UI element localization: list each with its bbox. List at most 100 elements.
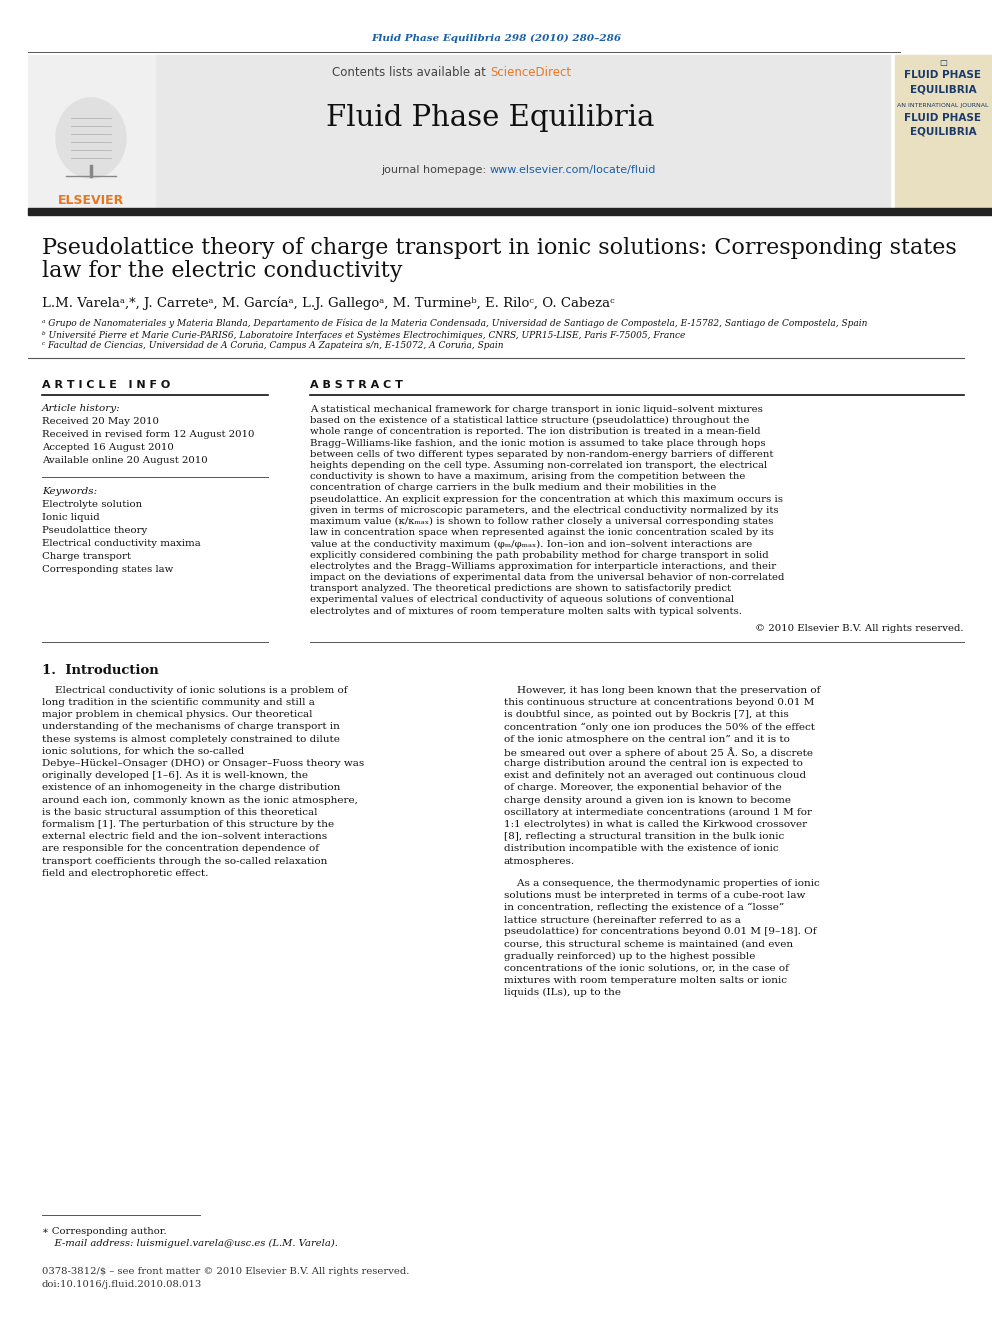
Text: is doubtful since, as pointed out by Bockris [7], at this: is doubtful since, as pointed out by Boc… <box>504 710 789 720</box>
Text: As a consequence, the thermodynamic properties of ionic: As a consequence, the thermodynamic prop… <box>504 878 819 888</box>
Text: Debye–Hückel–Onsager (DHO) or Onsager–Fuoss theory was: Debye–Hückel–Onsager (DHO) or Onsager–Fu… <box>42 759 364 769</box>
Text: Fluid Phase Equilibria 298 (2010) 280–286: Fluid Phase Equilibria 298 (2010) 280–28… <box>371 33 621 42</box>
Text: course, this structural scheme is maintained (and even: course, this structural scheme is mainta… <box>504 939 794 949</box>
Text: A statistical mechanical framework for charge transport in ionic liquid–solvent : A statistical mechanical framework for c… <box>310 405 763 414</box>
Text: are responsible for the concentration dependence of: are responsible for the concentration de… <box>42 844 319 853</box>
Text: between cells of two different types separated by non-random-energy barriers of : between cells of two different types sep… <box>310 450 774 459</box>
Text: © 2010 Elsevier B.V. All rights reserved.: © 2010 Elsevier B.V. All rights reserved… <box>755 624 964 632</box>
Text: www.elsevier.com/locate/fluid: www.elsevier.com/locate/fluid <box>490 165 657 175</box>
Text: Ionic liquid: Ionic liquid <box>42 513 99 523</box>
Text: explicitly considered combining the path probability method for charge transport: explicitly considered combining the path… <box>310 550 769 560</box>
Bar <box>28 208 992 216</box>
Text: formalism [1]. The perturbation of this structure by the: formalism [1]. The perturbation of this … <box>42 820 334 830</box>
Text: conductivity is shown to have a maximum, arising from the competition between th: conductivity is shown to have a maximum,… <box>310 472 745 482</box>
Text: Available online 20 August 2010: Available online 20 August 2010 <box>42 456 207 464</box>
Text: Bragg–Williams-like fashion, and the ionic motion is assumed to take place throu: Bragg–Williams-like fashion, and the ion… <box>310 439 766 447</box>
Text: field and electrophoretic effect.: field and electrophoretic effect. <box>42 869 208 877</box>
Text: Charge transport: Charge transport <box>42 552 131 561</box>
Text: pseudolattice. An explicit expression for the concentration at which this maximu: pseudolattice. An explicit expression fo… <box>310 495 783 504</box>
Text: Received 20 May 2010: Received 20 May 2010 <box>42 417 159 426</box>
Text: ᶜ Facultad de Ciencias, Universidad de A Coruña, Campus A Zapateira s/n, E-15072: ᶜ Facultad de Ciencias, Universidad de A… <box>42 341 504 351</box>
Text: doi:10.1016/j.fluid.2010.08.013: doi:10.1016/j.fluid.2010.08.013 <box>42 1279 202 1289</box>
Text: long tradition in the scientific community and still a: long tradition in the scientific communi… <box>42 699 314 706</box>
Text: liquids (ILs), up to the: liquids (ILs), up to the <box>504 988 621 998</box>
Text: given in terms of microscopic parameters, and the electrical conductivity normal: given in terms of microscopic parameters… <box>310 505 779 515</box>
Bar <box>155 56 890 210</box>
Text: external electric field and the ion–solvent interactions: external electric field and the ion–solv… <box>42 832 327 841</box>
Text: FLUID PHASE: FLUID PHASE <box>905 70 981 79</box>
Bar <box>28 56 155 210</box>
Text: maximum value (κ/κₘₐₓ) is shown to follow rather closely a universal correspondi: maximum value (κ/κₘₐₓ) is shown to follo… <box>310 517 774 527</box>
Text: EQUILIBRIA: EQUILIBRIA <box>910 85 976 95</box>
Text: exist and definitely not an averaged out continuous cloud: exist and definitely not an averaged out… <box>504 771 806 781</box>
Bar <box>895 56 992 210</box>
Text: of charge. Moreover, the exponential behavior of the: of charge. Moreover, the exponential beh… <box>504 783 782 792</box>
Text: Electrical conductivity maxima: Electrical conductivity maxima <box>42 538 200 548</box>
Text: electrolytes and the Bragg–Williams approximation for interparticle interactions: electrolytes and the Bragg–Williams appr… <box>310 562 776 570</box>
Text: electrolytes and of mixtures of room temperature molten salts with typical solve: electrolytes and of mixtures of room tem… <box>310 607 742 615</box>
Text: this continuous structure at concentrations beyond 0.01 M: this continuous structure at concentrati… <box>504 699 814 706</box>
Text: pseudolattice) for concentrations beyond 0.01 M [9–18]. Of: pseudolattice) for concentrations beyond… <box>504 927 816 937</box>
Text: originally developed [1–6]. As it is well-known, the: originally developed [1–6]. As it is wel… <box>42 771 308 781</box>
Text: Electrolyte solution: Electrolyte solution <box>42 500 142 509</box>
Text: Electrical conductivity of ionic solutions is a problem of: Electrical conductivity of ionic solutio… <box>42 685 347 695</box>
Text: around each ion, commonly known as the ionic atmosphere,: around each ion, commonly known as the i… <box>42 795 358 804</box>
Text: Contents lists available at: Contents lists available at <box>332 66 490 78</box>
Text: ionic solutions, for which the so-called: ionic solutions, for which the so-called <box>42 746 244 755</box>
Text: heights depending on the cell type. Assuming non-correlated ion transport, the e: heights depending on the cell type. Assu… <box>310 460 767 470</box>
Text: law for the electric conductivity: law for the electric conductivity <box>42 261 403 282</box>
Text: However, it has long been known that the preservation of: However, it has long been known that the… <box>504 685 820 695</box>
Text: charge distribution around the central ion is expected to: charge distribution around the central i… <box>504 759 803 767</box>
Text: 1:1 electrolytes) in what is called the Kirkwood crossover: 1:1 electrolytes) in what is called the … <box>504 820 807 830</box>
Text: Keywords:: Keywords: <box>42 487 97 496</box>
Text: Fluid Phase Equilibria: Fluid Phase Equilibria <box>325 105 655 132</box>
Text: mixtures with room temperature molten salts or ionic: mixtures with room temperature molten sa… <box>504 976 787 986</box>
Text: AN INTERNATIONAL JOURNAL: AN INTERNATIONAL JOURNAL <box>897 102 989 107</box>
Text: concentration “only one ion produces the 50% of the effect: concentration “only one ion produces the… <box>504 722 815 732</box>
Text: lattice structure (hereinafter referred to as a: lattice structure (hereinafter referred … <box>504 916 741 925</box>
Text: 1.  Introduction: 1. Introduction <box>42 664 159 677</box>
Text: charge density around a given ion is known to become: charge density around a given ion is kno… <box>504 795 791 804</box>
Text: gradually reinforced) up to the highest possible: gradually reinforced) up to the highest … <box>504 951 755 960</box>
Text: these systems is almost completely constrained to dilute: these systems is almost completely const… <box>42 734 340 744</box>
Text: distribution incompatible with the existence of ionic: distribution incompatible with the exist… <box>504 844 779 853</box>
Text: concentration of charge carriers in the bulk medium and their mobilities in the: concentration of charge carriers in the … <box>310 483 716 492</box>
Text: A R T I C L E   I N F O: A R T I C L E I N F O <box>42 380 171 390</box>
Text: ELSEVIER: ELSEVIER <box>58 193 124 206</box>
Text: ᵃ Grupo de Nanomateriales y Materia Blanda, Departamento de Física de la Materia: ᵃ Grupo de Nanomateriales y Materia Blan… <box>42 318 867 328</box>
Text: [8], reflecting a structural transition in the bulk ionic: [8], reflecting a structural transition … <box>504 832 785 841</box>
Text: Received in revised form 12 August 2010: Received in revised form 12 August 2010 <box>42 430 254 439</box>
Text: journal homepage:: journal homepage: <box>381 165 490 175</box>
Text: be smeared out over a sphere of about 25 Å. So, a discrete: be smeared out over a sphere of about 25… <box>504 746 813 758</box>
Text: oscillatory at intermediate concentrations (around 1 M for: oscillatory at intermediate concentratio… <box>504 808 812 816</box>
Text: ᵇ Université Pierre et Marie Curie-PARIS6, Laboratoire Interfaces et Systèmes El: ᵇ Université Pierre et Marie Curie-PARIS… <box>42 329 685 340</box>
Text: Pseudolattice theory: Pseudolattice theory <box>42 527 147 534</box>
Text: value at the conductivity maximum (φₘ/φₘₐₓ). Ion–ion and ion–solvent interaction: value at the conductivity maximum (φₘ/φₘ… <box>310 540 752 549</box>
Text: EQUILIBRIA: EQUILIBRIA <box>910 127 976 138</box>
Text: of the ionic atmosphere on the central ion” and it is to: of the ionic atmosphere on the central i… <box>504 734 790 744</box>
Text: 0378-3812/$ – see front matter © 2010 Elsevier B.V. All rights reserved.: 0378-3812/$ – see front matter © 2010 El… <box>42 1267 410 1275</box>
Text: Corresponding states law: Corresponding states law <box>42 565 174 574</box>
Text: Pseudolattice theory of charge transport in ionic solutions: Corresponding state: Pseudolattice theory of charge transport… <box>42 237 956 259</box>
Text: ∗ Corresponding author.: ∗ Corresponding author. <box>42 1226 167 1236</box>
Text: based on the existence of a statistical lattice structure (pseudolattice) throug: based on the existence of a statistical … <box>310 417 749 425</box>
Text: experimental values of electrical conductivity of aqueous solutions of conventio: experimental values of electrical conduc… <box>310 595 734 605</box>
Ellipse shape <box>56 98 126 179</box>
Text: atmospheres.: atmospheres. <box>504 856 575 865</box>
Text: whole range of concentration is reported. The ion distribution is treated in a m: whole range of concentration is reported… <box>310 427 761 437</box>
Text: major problem in chemical physics. Our theoretical: major problem in chemical physics. Our t… <box>42 710 312 720</box>
Text: law in concentration space when represented against the ionic concentration scal: law in concentration space when represen… <box>310 528 774 537</box>
Text: ScienceDirect: ScienceDirect <box>490 66 571 78</box>
Text: L.M. Varelaᵃ,*, J. Carreteᵃ, M. Garcíaᵃ, L.J. Gallegoᵃ, M. Turmineᵇ, E. Riloᶜ, O: L.M. Varelaᵃ,*, J. Carreteᵃ, M. Garcíaᵃ,… <box>42 296 615 310</box>
Text: transport coefficients through the so-called relaxation: transport coefficients through the so-ca… <box>42 856 327 865</box>
Text: A B S T R A C T: A B S T R A C T <box>310 380 403 390</box>
Text: □: □ <box>939 57 947 66</box>
Text: Accepted 16 August 2010: Accepted 16 August 2010 <box>42 443 174 452</box>
Text: is the basic structural assumption of this theoretical: is the basic structural assumption of th… <box>42 808 317 816</box>
Text: concentrations of the ionic solutions, or, in the case of: concentrations of the ionic solutions, o… <box>504 964 789 972</box>
Text: existence of an inhomogeneity in the charge distribution: existence of an inhomogeneity in the cha… <box>42 783 340 792</box>
Text: transport analyzed. The theoretical predictions are shown to satisfactorily pred: transport analyzed. The theoretical pred… <box>310 585 731 593</box>
Text: solutions must be interpreted in terms of a cube-root law: solutions must be interpreted in terms o… <box>504 890 806 900</box>
Text: impact on the deviations of experimental data from the universal behavior of non: impact on the deviations of experimental… <box>310 573 785 582</box>
Text: understanding of the mechanisms of charge transport in: understanding of the mechanisms of charg… <box>42 722 340 732</box>
